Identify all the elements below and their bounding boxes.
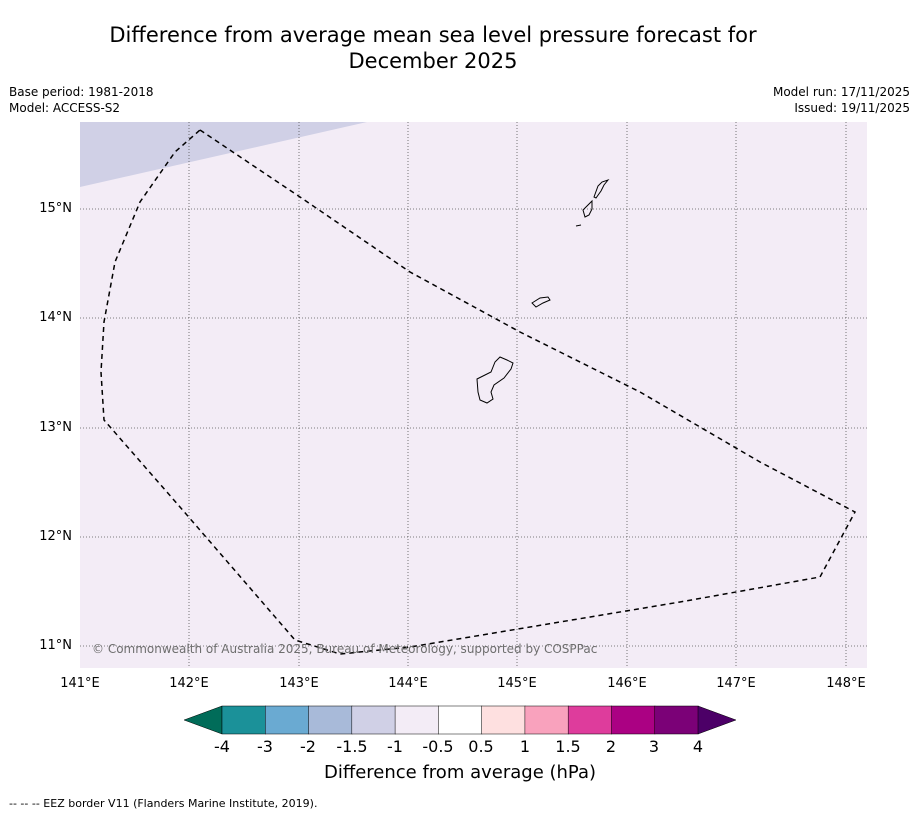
lat-label-12: 12°N [39, 529, 72, 544]
cbar-tick-1: -3 [257, 737, 273, 756]
island-tinian [582, 199, 593, 218]
island-rota [531, 296, 551, 308]
cbar-tick-6: 0.5 [468, 737, 494, 756]
colorbar-segment-2 [308, 705, 353, 735]
island-saipan [593, 178, 610, 199]
colorbar-segment-7 [524, 705, 569, 735]
lat-label-13: 13°N [39, 420, 72, 435]
colorbar-segments [221, 705, 699, 735]
colorbar-segment-10 [654, 705, 699, 735]
map-svg [80, 122, 867, 668]
lat-label-14: 14°N [39, 310, 72, 325]
islands [476, 178, 610, 404]
model-name: Model: ACCESS-S2 [9, 101, 121, 115]
cbar-tick-4: -1 [387, 737, 403, 756]
colorbar-over-arrow [697, 705, 737, 735]
base-period: Base period: 1981-2018 [9, 85, 154, 99]
eez-footnote: -- -- -- EEZ border V11 (Flanders Marine… [9, 797, 318, 810]
colorbar-segment-6 [481, 705, 526, 735]
cbar-tick-7: 1 [519, 737, 531, 756]
cbar-tick-5: -0.5 [422, 737, 454, 756]
cbar-tick-8: 1.5 [555, 737, 581, 756]
colorbar-segment-9 [611, 705, 656, 735]
meta-right: Model run: 17/11/2025 Issued: 19/11/2025 [773, 84, 910, 116]
model-run: Model run: 17/11/2025 [772, 85, 910, 99]
lon-label-142: 142°E [169, 676, 209, 691]
gridlines [80, 122, 867, 668]
issued-date: Issued: 19/11/2025 [794, 101, 910, 115]
lon-label-146: 146°E [607, 676, 647, 691]
lon-label-141: 141°E [60, 676, 100, 691]
cbar-tick-9: 2 [605, 737, 617, 756]
colorbar-svg [183, 705, 737, 735]
title-line-1: Difference from average mean sea level p… [109, 23, 757, 47]
lat-label-11: 11°N [39, 638, 72, 653]
low-pressure-area [80, 122, 367, 187]
lon-label-143: 143°E [279, 676, 319, 691]
chart-title: Difference from average mean sea level p… [80, 22, 786, 74]
cbar-tick-11: 4 [692, 737, 704, 756]
cbar-tick-3: -1.5 [336, 737, 368, 756]
map-background [80, 122, 867, 668]
colorbar-segment-3 [351, 705, 396, 735]
colorbar [183, 705, 737, 739]
title-line-2: December 2025 [348, 49, 518, 73]
lon-label-147: 147°E [716, 676, 756, 691]
colorbar-label: Difference from average (hPa) [323, 762, 597, 783]
colorbar-segment-5 [438, 705, 483, 735]
lon-label-144: 144°E [388, 676, 428, 691]
island-aguijan [575, 224, 582, 227]
colorbar-segment-8 [567, 705, 612, 735]
map-panel [80, 122, 867, 668]
copyright-notice: © Commonwealth of Australia 2025, Bureau… [92, 642, 598, 656]
cbar-tick-10: 3 [648, 737, 660, 756]
lat-label-15: 15°N [39, 201, 72, 216]
colorbar-segment-4 [394, 705, 439, 735]
cbar-tick-0: -4 [214, 737, 230, 756]
colorbar-segment-0 [221, 705, 266, 735]
colorbar-under-arrow [183, 705, 223, 735]
meta-left: Base period: 1981-2018 Model: ACCESS-S2 [9, 84, 154, 116]
island-guam [476, 356, 514, 404]
colorbar-segment-1 [265, 705, 310, 735]
eez-border [100, 129, 857, 655]
lon-label-145: 145°E [497, 676, 537, 691]
lon-label-148: 148°E [826, 676, 866, 691]
cbar-tick-2: -2 [300, 737, 316, 756]
